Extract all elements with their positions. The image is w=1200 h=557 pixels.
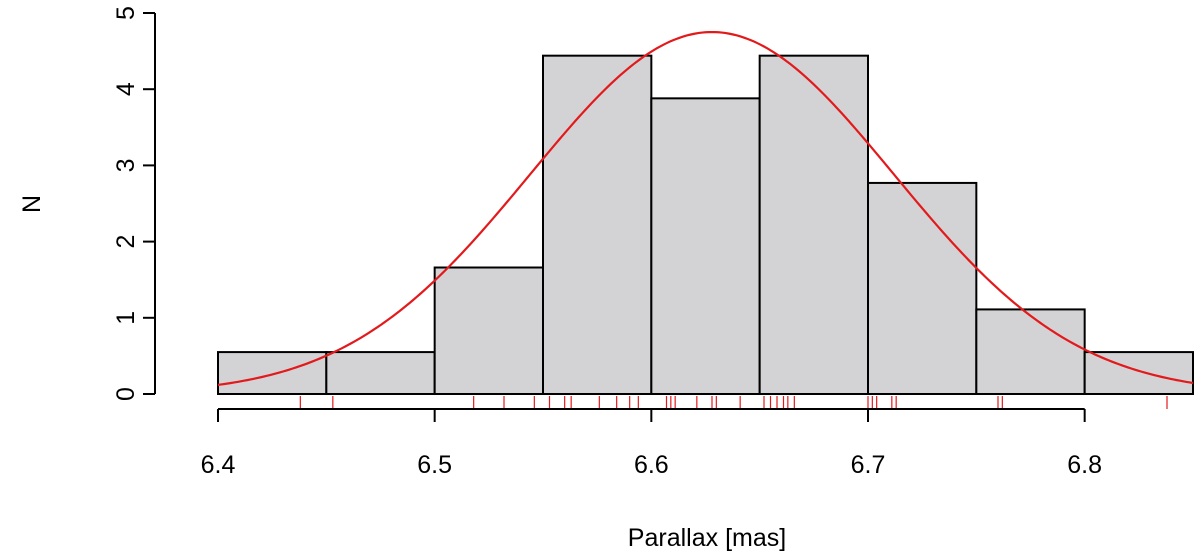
x-axis-title: Parallax [mas]: [628, 524, 786, 552]
rug-marks: [299, 396, 1168, 409]
x-tick-label: 6.5: [417, 451, 452, 479]
gaussian-fit-curve: [217, 30, 1194, 386]
y-tick-label: 5: [112, 6, 140, 20]
x-axis: 6.4 6.5 6.6 6.7 6.8: [201, 408, 1102, 479]
x-tick-label: 6.7: [851, 451, 886, 479]
histogram-bar-9: [1083, 351, 1194, 395]
y-tick-label: 4: [112, 82, 140, 96]
y-tick-label: 1: [112, 311, 140, 325]
y-tick-label: 0: [112, 387, 140, 401]
x-tick-label: 6.8: [1067, 451, 1102, 479]
histogram-bar-1: [217, 351, 328, 395]
histogram-bar-8: [975, 308, 1086, 395]
histogram-bars: [217, 54, 1194, 396]
x-tick-label: 6.4: [201, 451, 236, 479]
x-tick-label: 6.6: [634, 451, 669, 479]
histogram-bar-6: [758, 54, 870, 396]
histogram-bar-4: [542, 54, 653, 396]
histogram-bar-7: [867, 181, 978, 395]
y-axis-title: N: [18, 195, 46, 213]
y-axis: 0 1 2 3 4 5: [112, 6, 156, 401]
histogram-bar-5: [650, 97, 761, 396]
histogram-bar-2: [325, 351, 436, 395]
y-tick-label: 3: [112, 158, 140, 172]
histogram-bar-3: [433, 266, 544, 395]
y-tick-label: 2: [112, 235, 140, 249]
